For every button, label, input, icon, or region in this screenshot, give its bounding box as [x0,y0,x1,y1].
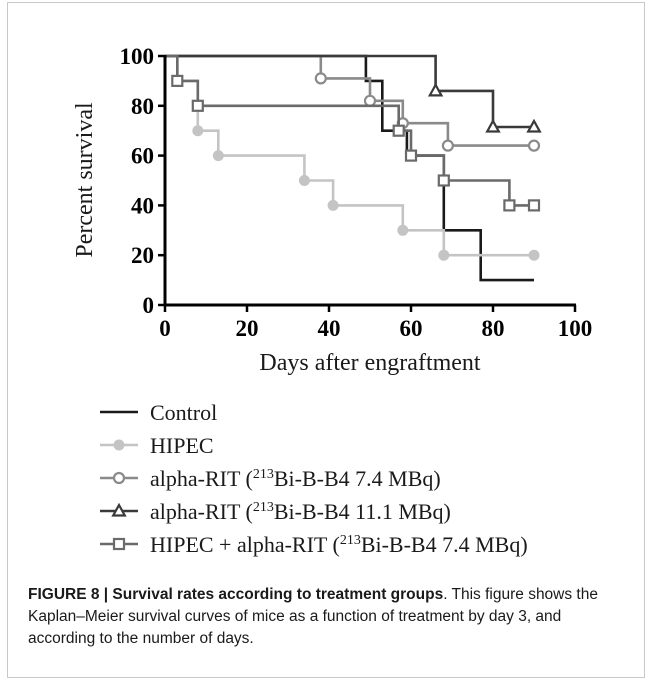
legend-label-rest-4: Bi-B-B4 11.1 MBq) [274,499,451,524]
legend-label-rest-5: Bi-B-B4 7.4 MBq) [361,532,528,557]
series-5 [165,54,541,212]
x-axis-label: Days after engraftment [259,350,481,376]
series-2-point-8 [528,249,540,261]
figure-frame [7,2,645,678]
series-5-point-4 [404,149,418,162]
series-5-point-5 [437,174,450,187]
y-axis-label: Percent survival [72,102,98,258]
legend-entry-3: alpha-RIT (213Bi-B-B4 7.4 MBq) [100,466,441,491]
y-tick-label-0: 0 [143,293,155,318]
legend-label-3: alpha-RIT (213Bi-B-B4 7.4 MBq) [150,466,441,491]
legend-label-sup-3: 213 [253,467,274,482]
legend-swatch-marker-2 [113,439,125,451]
series-line-3 [165,54,534,147]
series-4-point-3 [526,118,542,133]
x-tick-label-3: 60 [400,316,423,341]
series-line-4 [165,54,534,129]
series-4-point-2 [485,118,501,133]
series-3-point-2 [363,94,377,107]
legend-label-main-4: alpha-RIT ( [150,499,253,524]
x-tick-label-1: 20 [236,316,259,341]
survival-chart: 0 20 40 60 80 100 0 20 40 60 80 100 Days after engr… [72,44,593,557]
series-2-point-3 [212,150,224,162]
series-2-point-6 [397,224,409,236]
legend-label-main-2: HIPEC [150,433,214,458]
series-2-point-2 [192,125,204,137]
axes-layer: 0 20 40 60 80 100 0 20 40 60 80 100 [120,44,593,341]
legend-label-4: alpha-RIT (213Bi-B-B4 11.1 MBq) [150,499,451,524]
series-layer [165,54,542,282]
series-3 [165,54,541,152]
series-5-point-6 [503,199,516,212]
series-3-point-5 [527,139,541,152]
legend-label-sup-5: 213 [340,533,361,548]
caption-label: FIGURE 8 | Survival rates according to t… [28,586,444,603]
legend-label-1: Control [150,400,217,425]
x-tick-label-2: 40 [318,316,341,341]
legend-label-rest-3: Bi-B-B4 7.4 MBq) [274,466,441,491]
series-2 [165,54,540,261]
legend-entry-4: alpha-RIT (213Bi-B-B4 11.1 MBq) [100,499,451,524]
figure-caption: FIGURE 8 | Survival rates according to t… [28,584,628,650]
x-tick-label-4: 80 [482,316,505,341]
legend-label-main-3: alpha-RIT ( [150,466,253,491]
y-tick-label-1: 20 [131,243,154,268]
series-5-point-3 [392,124,405,137]
series-line-1 [165,54,534,282]
legend-label-main-5: HIPEC + alpha-RIT ( [150,532,340,557]
legend-swatch-marker-4 [111,502,127,517]
series-5-point-1 [171,74,184,88]
y-tick-label-4: 80 [131,94,154,119]
legend-entry-2: HIPEC [100,433,214,458]
legend-entry-5: HIPEC + alpha-RIT (213Bi-B-B4 7.4 MBq) [100,532,528,557]
x-tick-label-5: 100 [558,316,593,341]
series-2-point-7 [438,249,450,261]
series-2-point-5 [327,199,339,211]
series-3-point-4 [441,139,454,152]
caption-text: . This figure shows the Kaplan–Meier sur… [28,586,598,647]
y-tick-label-2: 40 [131,193,154,218]
y-tick-label-5: 100 [120,44,155,69]
legend-swatch-marker-5 [112,537,126,551]
legend-label-5: HIPEC + alpha-RIT (213Bi-B-B4 7.4 MBq) [150,532,528,557]
legend-label-main-1: Control [150,400,217,425]
series-4 [165,54,542,133]
y-tick-label-3: 60 [131,144,154,169]
legend-label-2: HIPEC [150,433,214,458]
legend-label-sup-4: 213 [253,500,274,515]
x-tick-label-0: 0 [159,316,171,341]
legend-swatch-marker-3 [112,471,126,485]
series-3-point-1 [314,72,327,85]
series-5-point-2 [191,99,204,112]
series-4-point-1 [427,82,444,97]
legend-entry-1: Control [100,400,217,425]
series-2-point-4 [298,175,310,186]
series-1 [165,54,534,282]
series-5-point-7 [527,199,541,212]
